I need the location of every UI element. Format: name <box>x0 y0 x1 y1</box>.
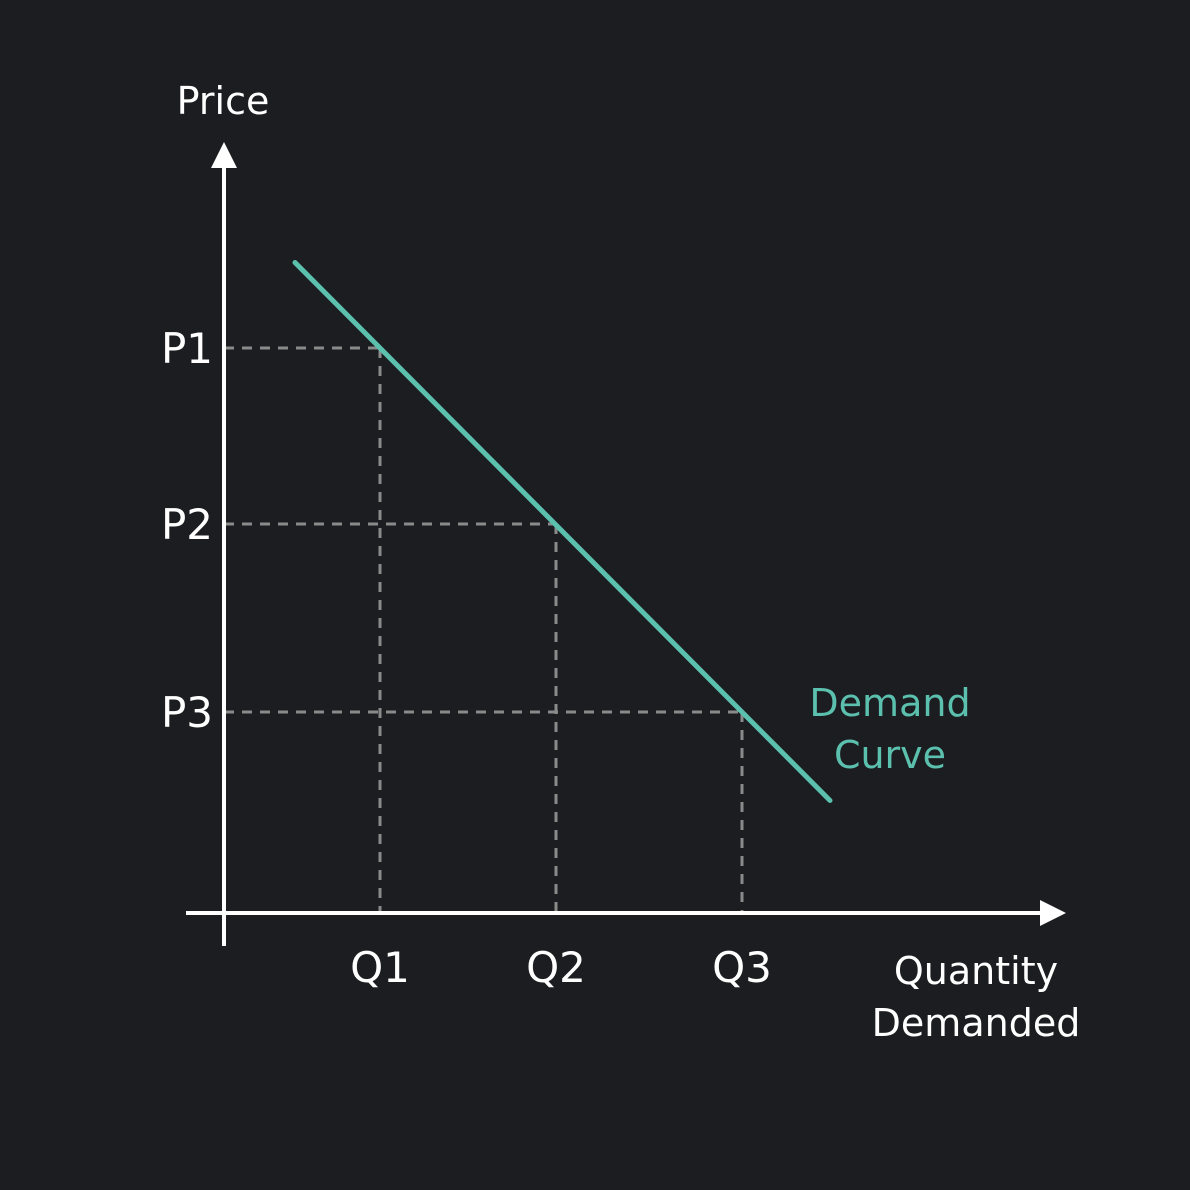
y-tick-label-p3: P3 <box>161 688 213 737</box>
x-axis-arrowhead <box>1040 900 1066 926</box>
tick-labels: P1 P2 P3 Q1 Q2 Q3 <box>161 324 772 992</box>
x-axis-label-line-1: Quantity <box>894 949 1058 993</box>
demand-curve-label-line-1: Demand <box>809 681 970 725</box>
y-axis-label: Price <box>177 79 270 123</box>
guide-lines <box>224 346 744 913</box>
demand-curve-line <box>292 260 833 803</box>
demand-curve-label-line-2: Curve <box>834 733 946 777</box>
y-tick-label-p2: P2 <box>161 500 213 549</box>
y-axis-arrowhead <box>211 142 237 168</box>
y-tick-label-p1: P1 <box>161 324 213 373</box>
x-tick-label-q1: Q1 <box>350 943 410 992</box>
x-tick-label-q2: Q2 <box>526 943 586 992</box>
x-tick-label-q3: Q3 <box>712 943 772 992</box>
x-axis-label-line-2: Demanded <box>872 1001 1081 1045</box>
